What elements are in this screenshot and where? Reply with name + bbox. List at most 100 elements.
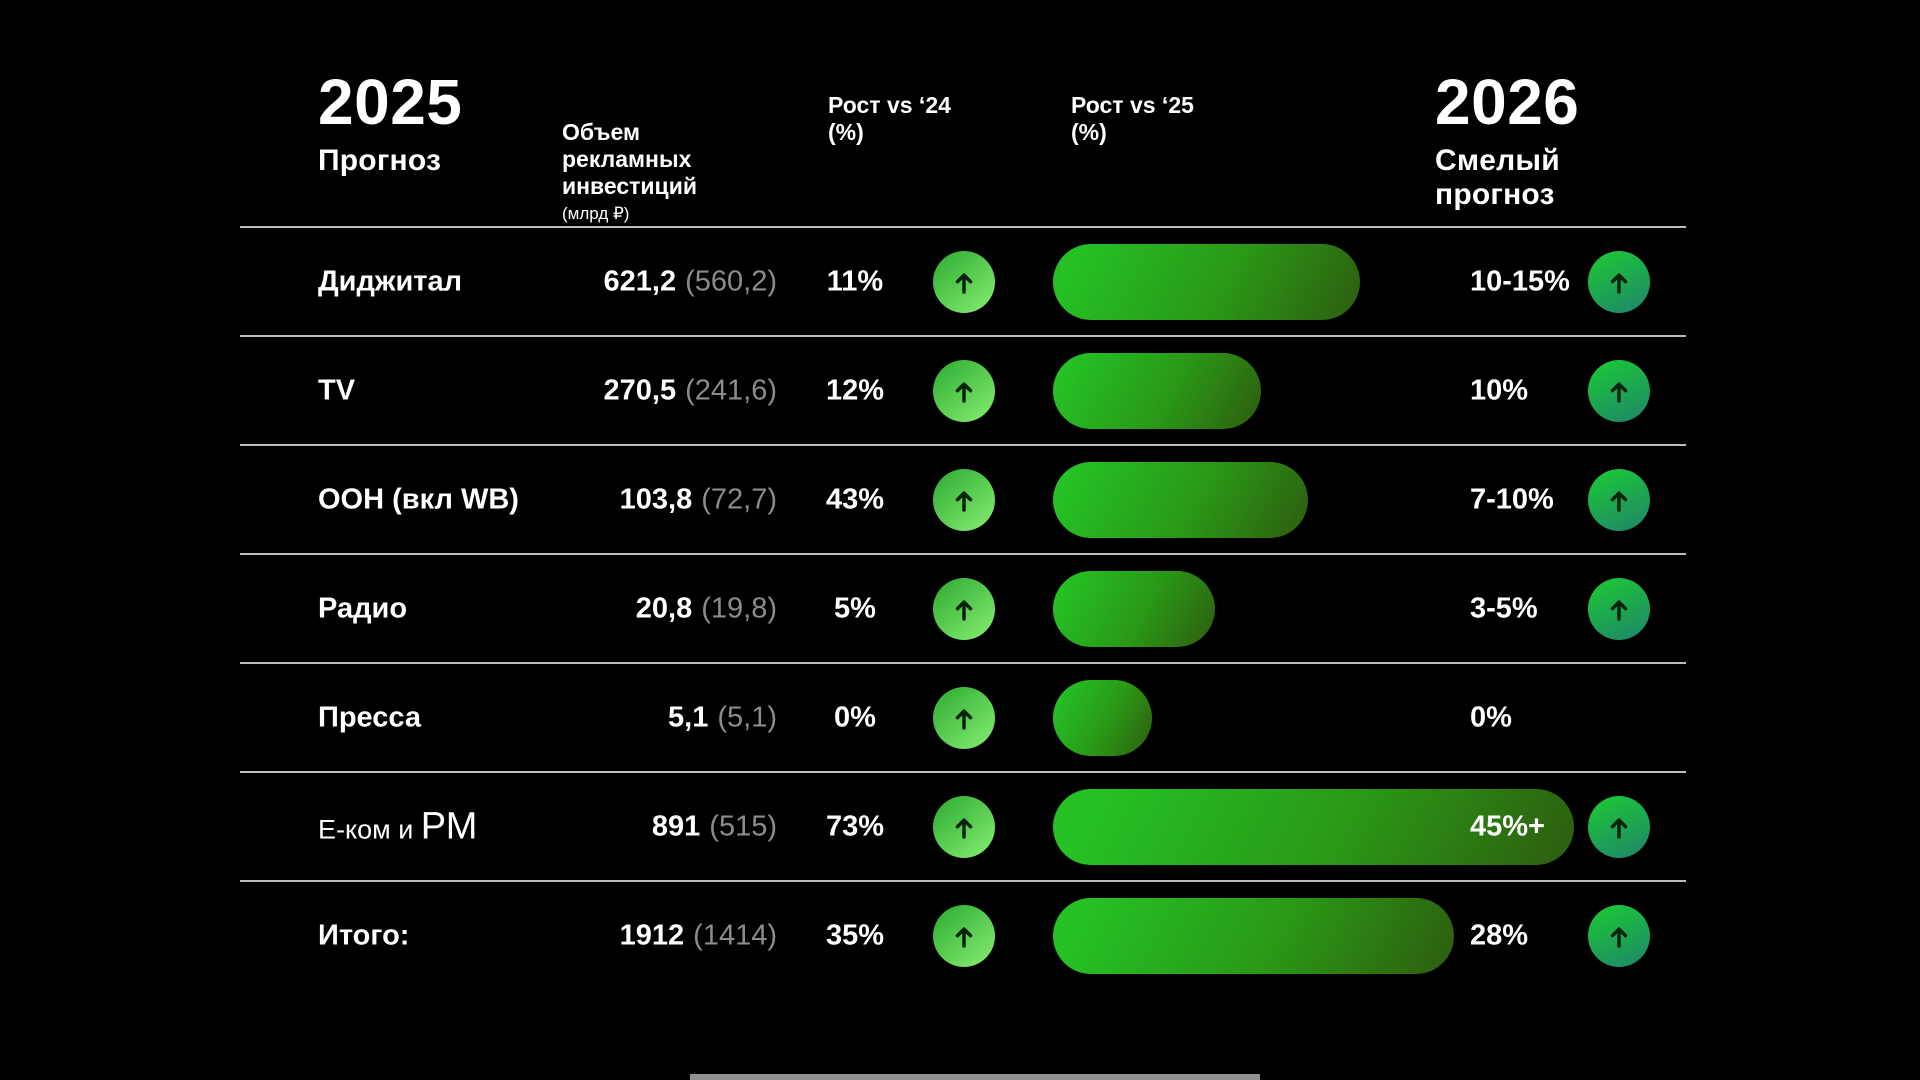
forecast-2026-value: 28% bbox=[1470, 919, 1529, 951]
arrow-up-icon bbox=[933, 359, 995, 422]
forecast-2026-value: 10-15% bbox=[1470, 265, 1570, 297]
header-2025: 2025 Прогноз bbox=[318, 70, 462, 178]
year-2025-subtitle: Прогноз bbox=[318, 144, 442, 177]
value-2025: 5,1 (5,1) bbox=[540, 701, 777, 734]
table-row: Пресса 5,1 (5,1) 0% 0% bbox=[240, 662, 1686, 771]
table-row: Радио 20,8 (19,8) 5% 3-5% bbox=[240, 553, 1686, 662]
table-rows: Диджитал 621,2 (560,2) 11% 10-15% TV 270,… bbox=[240, 226, 1686, 989]
table-header: 2025 Прогноз Объем рекламных инвестиций … bbox=[240, 0, 1686, 226]
growth-bar bbox=[1053, 788, 1574, 865]
forecast-table: 2025 Прогноз Объем рекламных инвестиций … bbox=[240, 0, 1686, 1080]
growth-bar bbox=[1053, 461, 1308, 538]
growth-vs24-value: 43% bbox=[825, 483, 885, 515]
category-label: Пресса bbox=[318, 701, 422, 733]
value-2024-previous: (515) bbox=[709, 810, 777, 842]
value-2024-previous: (560,2) bbox=[685, 265, 777, 297]
arrow-up-glyph bbox=[955, 599, 973, 621]
value-2024-previous: (241,6) bbox=[685, 374, 777, 406]
category-label: Е-ком и РМ bbox=[318, 805, 477, 848]
arrow-up-icon bbox=[933, 904, 995, 967]
arrow-up-glyph bbox=[955, 817, 973, 839]
value-2025: 891 (515) bbox=[540, 810, 777, 843]
category-label-part: Е-ком и bbox=[318, 814, 421, 844]
category-label: OOH (вкл WB) bbox=[318, 483, 519, 515]
growth-bar bbox=[1053, 352, 1261, 429]
growth-bar bbox=[1053, 897, 1454, 974]
growth-vs24-value: 35% bbox=[825, 919, 885, 951]
growth-bar bbox=[1053, 679, 1152, 756]
value-2024-previous: (72,7) bbox=[701, 483, 777, 515]
growth-vs24-value: 73% bbox=[825, 810, 885, 842]
arrow-up-icon bbox=[1588, 577, 1650, 640]
growth-vs24-value: 12% bbox=[825, 374, 885, 406]
category-label: Радио bbox=[318, 592, 408, 624]
category-label: Итого: bbox=[318, 919, 410, 951]
column-header-volume-unit: (млрд ₽) bbox=[562, 203, 630, 223]
value-2025-current: 20,8 bbox=[635, 592, 693, 624]
column-header-volume: Объем рекламных инвестиций (млрд ₽) bbox=[562, 92, 697, 251]
value-2025-current: 891 bbox=[651, 810, 701, 842]
arrow-up-glyph bbox=[1610, 926, 1628, 948]
table-row: Диджитал 621,2 (560,2) 11% 10-15% bbox=[240, 226, 1686, 335]
arrow-up-icon bbox=[933, 795, 995, 858]
arrow-up-glyph bbox=[1610, 381, 1628, 403]
value-2025: 621,2 (560,2) bbox=[540, 265, 777, 298]
category-label-part: РМ bbox=[420, 805, 478, 847]
forecast-2026-value: 3-5% bbox=[1470, 592, 1538, 624]
year-2026-subtitle: Смелый прогноз bbox=[1435, 144, 1560, 211]
column-header-growth-vs25: Рост vs ‘25 (%) bbox=[1071, 92, 1194, 146]
arrow-up-icon bbox=[933, 686, 995, 749]
value-2024-previous: (5,1) bbox=[717, 701, 777, 733]
arrow-up-icon bbox=[1588, 468, 1650, 531]
forecast-2026-value: 10% bbox=[1470, 374, 1529, 406]
arrow-up-glyph bbox=[1610, 599, 1628, 621]
arrow-up-glyph bbox=[955, 708, 973, 730]
arrow-up-icon bbox=[1588, 250, 1650, 313]
value-2025-current: 1912 bbox=[619, 919, 685, 951]
column-header-volume-text: Объем рекламных инвестиций bbox=[562, 119, 697, 200]
value-2025: 270,5 (241,6) bbox=[540, 374, 777, 407]
table-row: TV 270,5 (241,6) 12% 10% bbox=[240, 335, 1686, 444]
forecast-2026-value: 45%+ bbox=[1470, 810, 1545, 842]
forecast-2026-value: 0% bbox=[1470, 701, 1512, 733]
forecast-2026-value: 7-10% bbox=[1470, 483, 1554, 515]
value-2025-current: 621,2 bbox=[603, 265, 677, 297]
arrow-up-icon bbox=[933, 250, 995, 313]
growth-vs24-value: 5% bbox=[834, 592, 876, 624]
arrow-up-icon bbox=[933, 468, 995, 531]
category-label: Диджитал bbox=[318, 265, 463, 297]
arrow-up-glyph bbox=[955, 381, 973, 403]
table-row: Е-ком и РМ 891 (515) 73% 45%+ bbox=[240, 771, 1686, 880]
bottom-strip bbox=[690, 1074, 1260, 1080]
header-2026: 2026 Смелый прогноз bbox=[1435, 70, 1686, 212]
column-header-growth-vs24: Рост vs ‘24 (%) bbox=[828, 92, 951, 146]
value-2025: 103,8 (72,7) bbox=[540, 483, 777, 516]
category-label: TV bbox=[318, 374, 356, 406]
arrow-up-glyph bbox=[1610, 817, 1628, 839]
arrow-up-icon bbox=[933, 577, 995, 640]
arrow-up-icon bbox=[1588, 359, 1650, 422]
arrow-up-glyph bbox=[955, 926, 973, 948]
value-2025-current: 103,8 bbox=[619, 483, 693, 515]
arrow-up-glyph bbox=[955, 490, 973, 512]
growth-vs24-value: 0% bbox=[834, 701, 876, 733]
arrow-up-icon bbox=[1588, 795, 1650, 858]
value-2024-previous: (1414) bbox=[693, 919, 777, 951]
growth-bar bbox=[1053, 570, 1215, 647]
value-2024-previous: (19,8) bbox=[701, 592, 777, 624]
arrow-up-glyph bbox=[1610, 272, 1628, 294]
year-2025-title: 2025 bbox=[318, 66, 463, 138]
year-2026-title: 2026 bbox=[1435, 66, 1580, 138]
value-2025-current: 270,5 bbox=[603, 374, 677, 406]
growth-bar bbox=[1053, 243, 1360, 320]
arrow-up-icon bbox=[1588, 904, 1650, 967]
arrow-up-glyph bbox=[1610, 490, 1628, 512]
value-2025-current: 5,1 bbox=[668, 701, 709, 733]
growth-vs24-value: 11% bbox=[826, 265, 884, 297]
value-2025: 1912 (1414) bbox=[540, 919, 777, 952]
table-row: OOH (вкл WB) 103,8 (72,7) 43% 7-10% bbox=[240, 444, 1686, 553]
table-row: Итого: 1912 (1414) 35% 28% bbox=[240, 880, 1686, 989]
value-2025: 20,8 (19,8) bbox=[540, 592, 777, 625]
arrow-up-glyph bbox=[955, 272, 973, 294]
